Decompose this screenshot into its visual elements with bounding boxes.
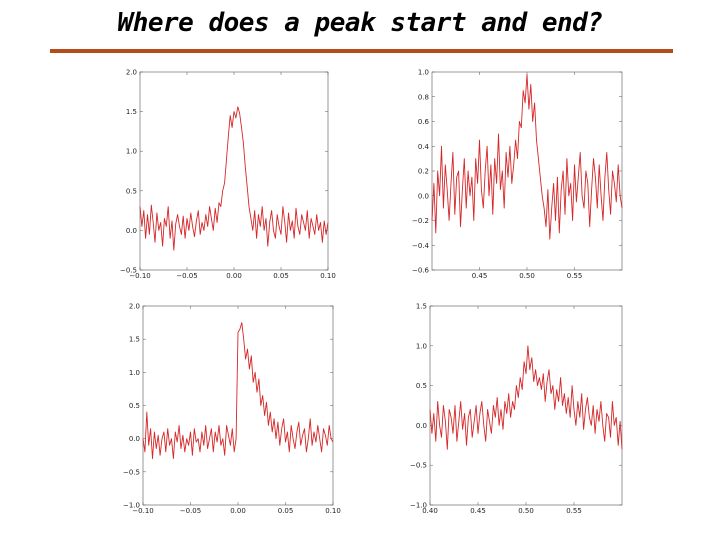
plot-bottom-right: −1.0 −0.5 0.0 0.5 1.0 1.5 0.40 0.45 0.50 0.55 — [410, 303, 623, 515]
y-tick-label: 0.4 — [418, 143, 430, 151]
y-tick-label: −0.5 — [123, 468, 140, 476]
signal-line — [139, 106, 329, 251]
y-tick-label: 1.0 — [126, 148, 137, 156]
y-tick-label: 1.0 — [129, 369, 140, 377]
plot-frame — [429, 305, 623, 506]
x-tick-label: 0.00 — [226, 272, 242, 280]
x-tick-label: 0.55 — [566, 507, 582, 515]
x-tick-label: 0.40 — [422, 507, 438, 515]
y-tick-label: −0.4 — [412, 242, 430, 250]
x-tick-label: −0.10 — [129, 272, 150, 280]
y-tick-label: −1.0 — [123, 502, 140, 510]
signal-line — [431, 74, 623, 240]
y-tick-label: −0.5 — [410, 462, 427, 470]
y-tick-label: 2.0 — [126, 69, 137, 77]
x-tick-label: 0.05 — [278, 507, 294, 515]
title-underline — [50, 49, 673, 53]
y-tick-label: 1.0 — [416, 342, 427, 350]
x-tick-label: 0.50 — [519, 272, 535, 280]
y-tick-label: 0.8 — [418, 93, 429, 101]
y-tick-label: −1.0 — [410, 502, 427, 510]
y-tick-label: −0.6 — [412, 267, 430, 275]
y-tick-label: 0.0 — [418, 192, 429, 200]
x-tick-label: −0.10 — [132, 507, 153, 515]
y-tick-label: 0.6 — [418, 118, 430, 126]
x-tick-label: 0.45 — [472, 272, 488, 280]
x-tick-label: 0.00 — [230, 507, 246, 515]
y-tick-label: −0.2 — [412, 217, 429, 225]
signal-line — [429, 345, 623, 450]
y-tick-label: 0.0 — [126, 227, 137, 235]
y-tick-label: 1.5 — [416, 303, 427, 311]
slide-title: Where does a peak start and end? — [117, 8, 603, 38]
x-tick-label: 0.50 — [518, 507, 534, 515]
x-tick-label: 0.05 — [273, 272, 289, 280]
y-tick-label: 2.0 — [129, 303, 140, 311]
plot-top-left: −0.5 0.0 0.5 1.0 1.5 2.0 −0.10 −0.05 0.00 0.05 0.1… — [120, 69, 336, 281]
x-tick-label: 0.45 — [470, 507, 486, 515]
y-tick-label: −0.5 — [120, 267, 137, 275]
y-tick-label: 0.0 — [129, 435, 140, 443]
y-tick-label: 1.0 — [418, 69, 429, 77]
y-tick-label: 0.0 — [416, 422, 427, 430]
y-tick-label: 0.5 — [126, 187, 137, 195]
y-tick-label: 0.5 — [129, 402, 140, 410]
plot-frame — [139, 71, 329, 271]
signal-line — [142, 322, 334, 460]
y-tick-label: 0.2 — [418, 168, 429, 176]
y-tick-label: 0.5 — [416, 382, 427, 390]
x-tick-label: −0.05 — [176, 272, 197, 280]
x-tick-label: 0.10 — [320, 272, 336, 280]
x-tick-label: 0.55 — [567, 272, 583, 280]
y-tick-label: 1.5 — [126, 108, 137, 116]
x-tick-label: −0.05 — [180, 507, 201, 515]
plot-top-right: −0.6 −0.4 −0.2 0.0 0.2 0.4 0.6 0.8 1.0 0.45 0.50 0.… — [412, 69, 623, 280]
y-tick-label: 1.5 — [129, 336, 140, 344]
plot-bottom-left: −1.0 −0.5 0.0 0.5 1.0 1.5 2.0 −0.10 −0.05 0.00 0.0… — [123, 303, 341, 516]
plot-frame — [431, 71, 623, 271]
x-tick-label: 0.10 — [325, 507, 341, 515]
